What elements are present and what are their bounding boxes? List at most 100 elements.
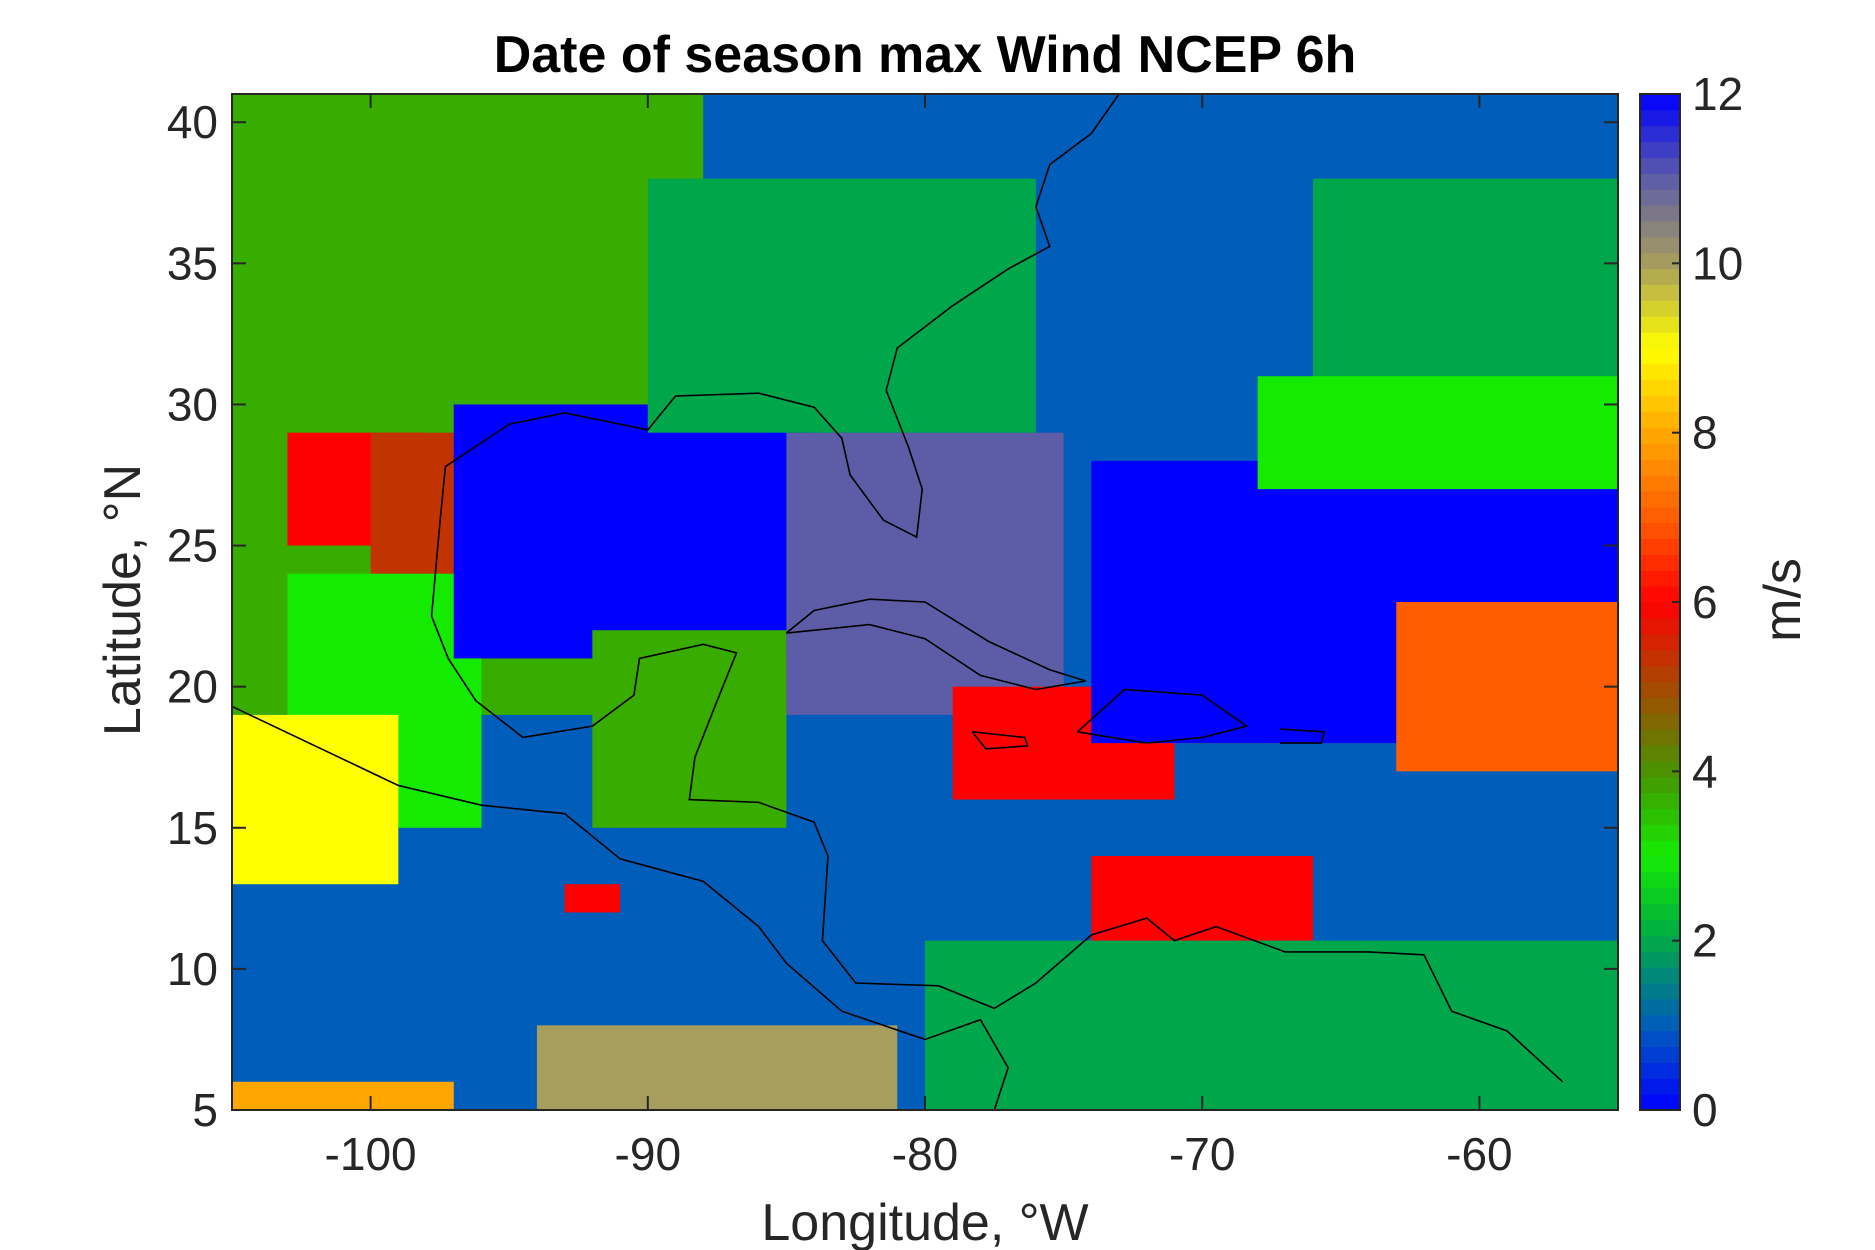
y-tick-label: 25 [167, 520, 218, 572]
colorbar-segment [1640, 586, 1680, 603]
x-tick-label: -100 [325, 1128, 417, 1180]
colorbar-segment [1640, 221, 1680, 238]
colorbar-segment [1640, 792, 1680, 809]
colorbar-segment [1640, 602, 1680, 619]
coastline-segment [439, 93, 1120, 539]
heatmap-region [1313, 178, 1618, 405]
heatmap-region [1257, 376, 1618, 490]
coastline-segment [1279, 728, 1326, 744]
y-tick-label: 40 [167, 96, 218, 148]
colorbar-segment [1640, 760, 1680, 778]
colorbar-segment [1640, 824, 1680, 841]
y-axis-title: Latitude, °N [94, 464, 152, 736]
colorbar-segment [1640, 1030, 1680, 1047]
colorbar-tick-label: 12 [1692, 68, 1743, 120]
colorbar-segment [1640, 205, 1680, 222]
coastline [231, 93, 1564, 1111]
coastline-segment [971, 731, 1029, 750]
colorbar-segment [1640, 1094, 1680, 1111]
colorbar-segment [1640, 697, 1680, 714]
heatmap-region [232, 714, 399, 885]
colorbar-segment [1640, 935, 1680, 952]
x-axis-ticks: -100 -90 -80 -70 -60 [325, 94, 1513, 1180]
colorbar-segment [1640, 919, 1680, 936]
colorbar-tick-label: 8 [1692, 407, 1718, 459]
colorbar-segment [1640, 379, 1680, 397]
colorbar-segment [1640, 300, 1680, 317]
colorbar-segment [1640, 776, 1680, 793]
y-tick-label: 10 [167, 943, 218, 995]
colorbar-segment [1640, 490, 1680, 508]
x-tick-label: -60 [1446, 1128, 1512, 1180]
colorbar-segment [1640, 1062, 1680, 1079]
y-tick-label: 35 [167, 237, 218, 289]
colorbar-segment [1640, 475, 1680, 492]
coastline-segment [231, 705, 1010, 1111]
colorbar-segment [1640, 903, 1680, 920]
coastline-segment [785, 598, 1087, 691]
heatmap-region [564, 884, 621, 913]
colorbar-segment [1640, 252, 1680, 270]
colorbar-segment [1640, 522, 1680, 539]
heatmap-region [453, 404, 815, 659]
colorbar-title: m/s [1754, 558, 1812, 642]
colorbar-segment [1640, 284, 1680, 301]
colorbar-segment [1640, 538, 1680, 555]
colorbar-segment [1640, 1046, 1680, 1063]
colorbar-segment [1640, 713, 1680, 730]
colorbar-segment [1640, 236, 1680, 254]
x-tick-label: -90 [615, 1128, 681, 1180]
y-tick-label: 20 [167, 661, 218, 713]
colorbar-segment [1640, 967, 1680, 984]
colorbar-tick-label: 10 [1692, 237, 1743, 289]
plot-area: -100 -90 -80 -70 -60 5 10 15 20 25 30 35 40 [167, 93, 1619, 1180]
colorbar-segment [1640, 665, 1680, 682]
y-axis-ticks: 5 10 15 20 25 30 35 40 [167, 96, 1618, 1136]
colorbar-segment [1640, 998, 1680, 1016]
colorbar-segment [1640, 808, 1680, 825]
colorbar-tick-label: 6 [1692, 576, 1718, 628]
colorbar-segment [1640, 617, 1680, 635]
colorbar-segment [1640, 729, 1680, 746]
colorbar-segment [1640, 871, 1680, 889]
y-tick-label: 15 [167, 802, 218, 854]
colorbar-segment [1640, 316, 1680, 333]
colorbar-segment [1640, 744, 1680, 762]
colorbar-segment [1640, 570, 1680, 587]
x-tick-label: -70 [1169, 1128, 1235, 1180]
colorbar-segment [1640, 649, 1680, 666]
colorbar-segment [1640, 348, 1680, 365]
colorbar-segment [1640, 1078, 1680, 1095]
coastline-segment [1076, 688, 1249, 744]
colorbar-segment [1640, 173, 1680, 190]
colorbar-segment [1640, 395, 1680, 412]
heatmap-region [1091, 856, 1314, 941]
colorbar-segment [1640, 157, 1680, 174]
heatmap-region [647, 178, 1036, 433]
coastline-segment [430, 522, 1564, 1083]
colorbar-segment [1640, 125, 1680, 143]
colorbar-segment [1640, 983, 1680, 1000]
heatmap-region [232, 1081, 454, 1110]
colorbar-segment [1640, 268, 1680, 285]
heatmap-region [786, 432, 1064, 715]
colorbar-ticks: 0 2 4 6 8 10 12 [1672, 68, 1743, 1136]
colorbar-tick-label: 4 [1692, 745, 1718, 797]
colorbar-segment [1640, 506, 1680, 524]
colorbar-segment [1640, 411, 1680, 428]
colorbar-segment [1640, 94, 1680, 111]
colorbar-segment [1640, 459, 1680, 476]
colorbar-segment [1640, 427, 1680, 444]
colorbar-segment [1640, 363, 1680, 381]
x-tick-label: -80 [892, 1128, 958, 1180]
colorbar-segment [1640, 109, 1680, 127]
heatmap-region [1396, 602, 1618, 772]
y-tick-label: 30 [167, 378, 218, 430]
colorbar-segment [1640, 887, 1680, 905]
colorbar-segment [1640, 332, 1680, 349]
colorbar-segment [1640, 189, 1680, 206]
x-axis-title: Longitude, °W [761, 1194, 1088, 1250]
heatmap-region [925, 940, 1618, 1110]
colorbar-segment [1640, 856, 1680, 873]
